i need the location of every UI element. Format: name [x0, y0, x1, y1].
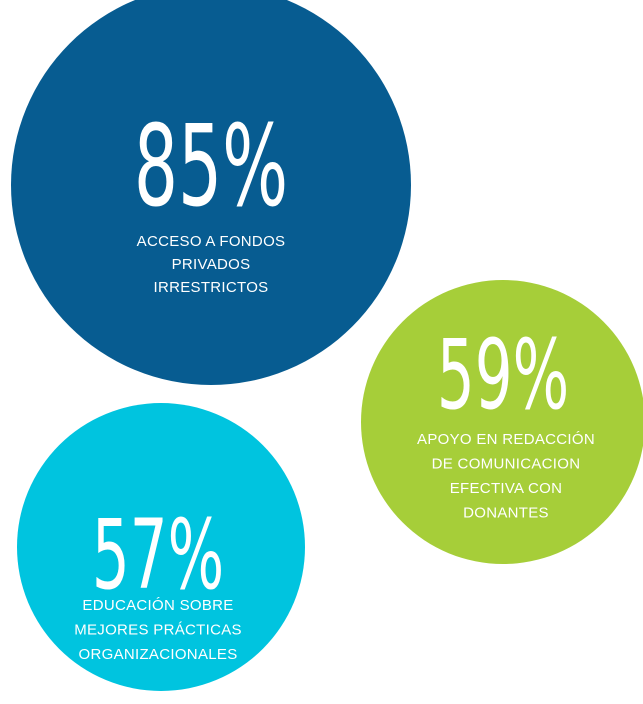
bubble-blue	[11, 0, 411, 385]
description-line: DONANTES	[463, 505, 549, 522]
description-line: APOYO EN REDACCIÓN	[417, 431, 595, 448]
percentage: 85%	[134, 102, 288, 232]
description-line: ACCESO A FONDOS	[137, 233, 286, 250]
percentage: 59%	[437, 319, 569, 431]
description-line: PRIVADOS	[172, 256, 251, 273]
bubble-green	[361, 280, 643, 564]
description-line: MEJORES PRÁCTICAS	[74, 622, 242, 639]
description-line: ORGANIZACIONALES	[79, 646, 238, 663]
description-line: EFECTIVA CON	[450, 480, 563, 497]
description-line: EDUCACIÓN SOBRE	[82, 597, 233, 614]
description-line: DE COMUNICACION	[432, 456, 581, 473]
bubble-cyan	[17, 403, 305, 691]
percentage: 57%	[92, 499, 224, 611]
description-line: IRRESTRICTOS	[153, 279, 268, 296]
